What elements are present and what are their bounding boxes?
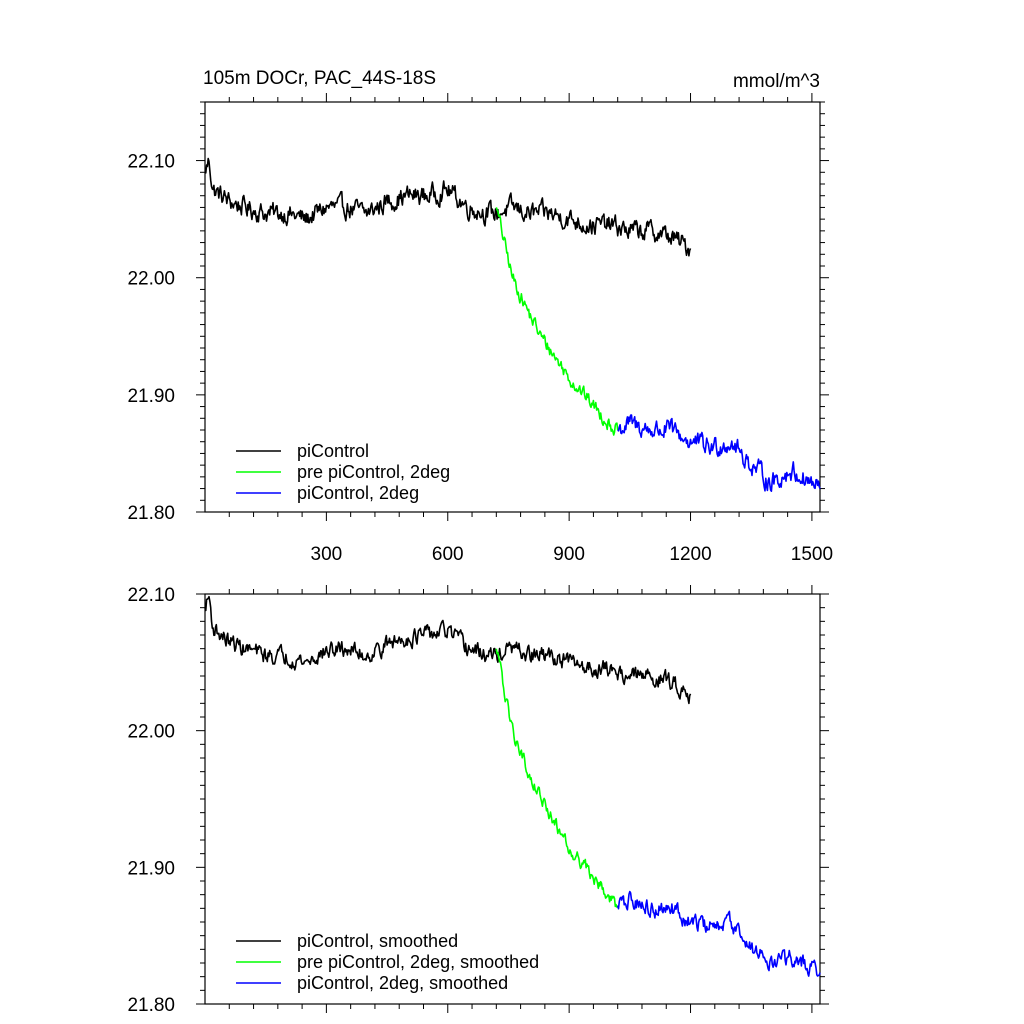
series-line-pre-picontrol-2deg xyxy=(495,207,619,436)
series-line-picontrol xyxy=(204,157,692,257)
legend-label: pre piControl, 2deg, smoothed xyxy=(297,952,539,972)
tick-marks xyxy=(196,93,829,521)
series-line-picontrol-smoothed xyxy=(204,595,692,705)
series-lines xyxy=(204,595,821,977)
x-tick-label: 300 xyxy=(311,544,343,565)
y-tick-label: 22.10 xyxy=(127,585,175,606)
y-tick-label: 21.80 xyxy=(127,503,175,524)
series-lines xyxy=(204,157,821,493)
x-tick-label: 900 xyxy=(553,544,585,565)
plot-frame xyxy=(204,101,821,513)
y-tick-labels: 21.80 21.90 22.00 22.10 xyxy=(127,152,175,524)
legend-label: piControl, 2deg xyxy=(297,483,419,503)
x-tick-label: 1500 xyxy=(791,544,833,565)
legend-label: piControl xyxy=(297,441,369,461)
y-tick-label: 22.00 xyxy=(127,722,175,743)
y-tick-labels: 21.80 21.90 22.00 22.10 xyxy=(127,585,175,1016)
y-tick-label: 22.10 xyxy=(127,152,175,173)
units-label: mmol/m^3 xyxy=(733,71,820,92)
chart-title: 105m DOCr, PAC_44S-18S xyxy=(203,68,436,89)
legend-label: piControl, smoothed xyxy=(297,931,458,951)
tick-marks xyxy=(196,585,829,1013)
series-line-pre-picontrol-2deg-smoothed xyxy=(495,648,619,908)
y-tick-label: 21.90 xyxy=(127,386,175,407)
y-tick-label: 21.80 xyxy=(127,995,175,1016)
x-tick-label: 600 xyxy=(432,544,464,565)
x-tick-labels: 300 600 900 1200 1500 xyxy=(311,544,834,565)
legend-label: pre piControl, 2deg xyxy=(297,462,450,482)
y-tick-label: 21.90 xyxy=(127,858,175,879)
y-tick-label: 22.00 xyxy=(127,269,175,290)
series-line-picontrol-2deg-smoothed xyxy=(616,890,821,977)
top-panel: 105m DOCr, PAC_44S-18S mmol/m^3 21.8021.… xyxy=(127,68,833,565)
bottom-panel: 21.80 21.90 22.00 22.10 piControl, smoothed… xyxy=(127,585,829,1016)
series-line-picontrol-2deg xyxy=(617,414,821,493)
legend-label: piControl, 2deg, smoothed xyxy=(297,973,508,993)
x-tick-label: 1200 xyxy=(669,544,711,565)
